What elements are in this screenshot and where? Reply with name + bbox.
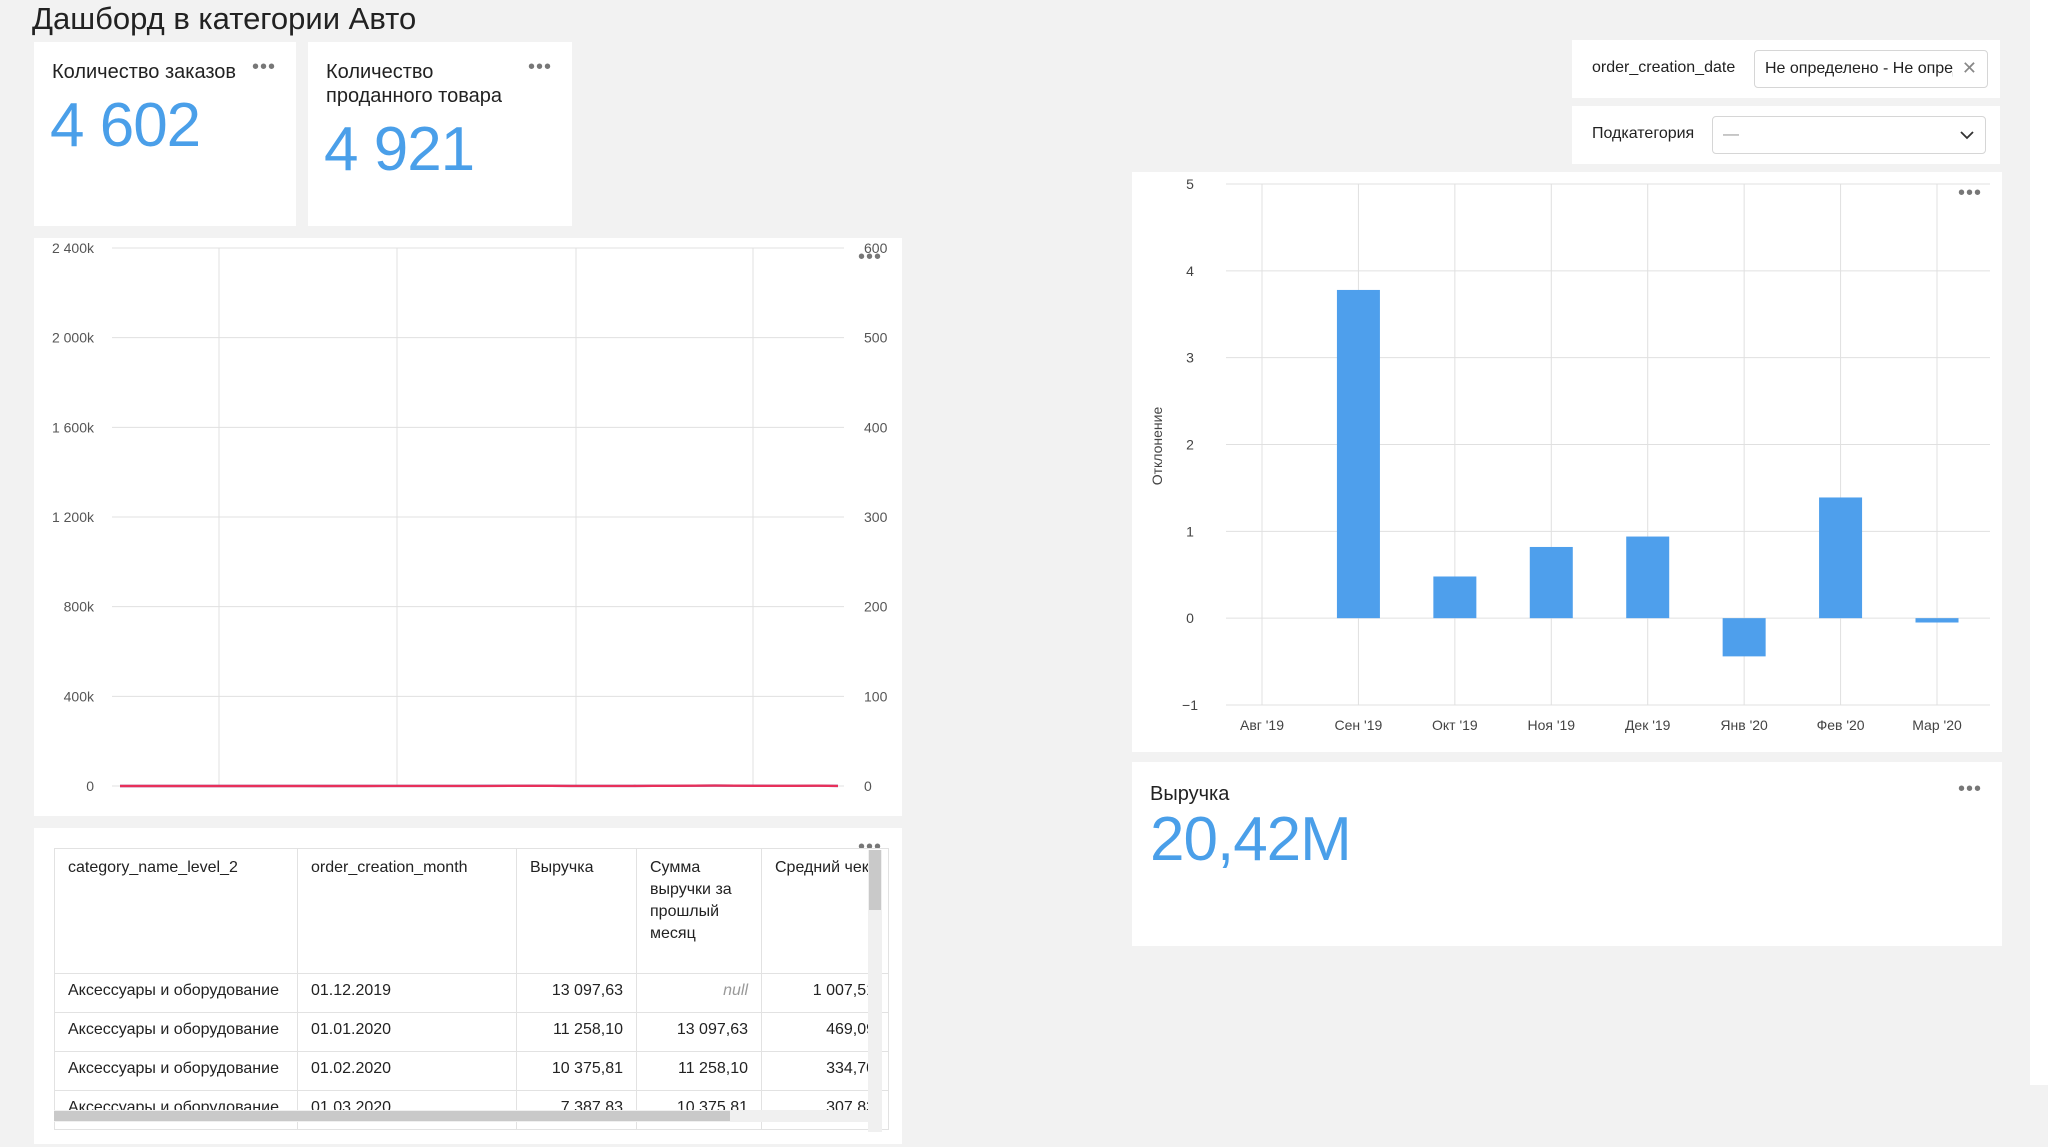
line-chart-card: ••• 0 400k 800k 1 200k 1 600k 2 000k 2 400k 0 10… [34,238,902,816]
table-cell: 13 097,63 [516,973,637,1013]
kpi-sold-title: Количество проданного товара [326,60,502,108]
table-viewport: category_name_level_2 order_creation_mon… [54,848,902,1138]
y-left-tick-label: 2 400k [52,240,95,256]
table-header-row: category_name_level_2 order_creation_mon… [54,848,889,974]
x-tick-label: Сен '19 [1335,717,1383,733]
table-cell: 11 258,10 [516,1012,637,1052]
table-cell: 01.12.2019 [297,973,517,1013]
y-left-tick-label: 0 [86,778,94,794]
table-cell: 10 375,81 [516,1051,637,1091]
y-right-tick-label: 400 [864,419,888,435]
table-cell: 01.02.2020 [297,1051,517,1091]
table-cell: null [636,973,762,1013]
y-right-tick-label: 300 [864,509,888,525]
kpi-sold-value: 4 921 [324,115,475,184]
y-right-tick-label: 500 [864,330,888,346]
chevron-down-icon [1960,131,1974,140]
x-tick-label: Мар '20 [1912,717,1962,733]
column-header[interactable]: category_name_level_2 [54,848,298,974]
x-tick-label: Фев '20 [1817,717,1865,733]
y-left-tick-label: 1 200k [52,509,95,525]
y-tick-label: 1 [1186,523,1194,539]
bar[interactable] [1433,576,1477,619]
window-edge [2030,0,2048,1085]
kpi-revenue-value: 20,42M [1150,805,1352,874]
horizontal-scrollbar-thumb[interactable] [54,1111,730,1121]
bar[interactable] [1722,618,1766,657]
kpi-sold-title-line2: проданного товара [326,85,503,107]
kpi-orders-value: 4 602 [50,91,201,160]
y-left-tick-label: 400k [64,688,95,704]
column-header[interactable]: Сумма выручки за прошлый месяц [636,848,762,974]
bar[interactable] [1819,497,1863,619]
y-right-tick-label: 100 [864,688,888,704]
vertical-scrollbar[interactable] [868,850,882,1132]
table-cell: 11 258,10 [636,1051,762,1091]
table-cell: 334,70 [761,1051,889,1091]
y-tick-label: −1 [1182,697,1198,713]
y-tick-label: 4 [1186,263,1194,279]
table-cell: 469,09 [761,1012,889,1052]
table-row[interactable]: Аксессуары и оборудование 01.12.2019 13 09… [54,973,889,1013]
table-cell: 13 097,63 [636,1012,762,1052]
bar-chart: 5 4 3 2 1 0 −1 Авг '19 Сен '19 Окт '19 Ноя '19 Дек … [1149,176,1990,733]
bar[interactable] [1529,546,1573,619]
clear-icon[interactable]: ✕ [1961,58,1977,78]
bar[interactable] [1915,618,1959,623]
y-left-tick-label: 1 600k [52,419,95,435]
y-right-tick-label: 600 [864,240,888,256]
more-icon[interactable]: ••• [252,56,277,78]
table-cell: 01.01.2020 [297,1012,517,1052]
bar-chart-card: ••• 5 4 3 2 1 0 −1 Авг '19 Сен '19 Окт '19 Ноя '19… [1132,172,2002,752]
x-tick-label: Дек '19 [1625,717,1671,733]
date-range-value: Не определено - Не определено [1765,60,1953,77]
filter-subcategory-card: Подкатегория — [1572,106,2000,164]
table-card: ••• category_name_level_2 order_creation… [34,828,902,1144]
table-cell: 1 007,51 [761,973,889,1013]
x-tick-label: Ноя '19 [1527,717,1575,733]
kpi-sold-title-line1: Количество [326,61,434,83]
table-cell: Аксессуары и оборудование [54,973,298,1013]
table-cell: Аксессуары и оборудование [54,1051,298,1091]
subcategory-select[interactable]: — [1712,116,1986,154]
kpi-orders-title: Количество заказов [52,61,237,83]
y-tick-label: 5 [1186,176,1194,192]
x-tick-label: Янв '20 [1720,717,1768,733]
kpi-card-sold: Количество проданного товара ••• 4 921 [308,42,572,226]
y-right-tick-label: 200 [864,599,888,615]
vertical-scrollbar-thumb[interactable] [869,850,881,910]
y-left-tick-label: 2 000k [52,330,95,346]
column-header[interactable]: Средний чек [761,848,889,974]
y-tick-label: 3 [1186,350,1194,366]
date-range-input[interactable]: Не определено - Не определено ✕ [1754,50,1988,88]
kpi-revenue-title: Выручка [1150,783,1230,805]
kpi-card-revenue: Выручка ••• 20,42M [1132,762,2002,946]
data-table: category_name_level_2 order_creation_mon… [54,848,889,1130]
filter-subcategory-label: Подкатегория [1592,125,1695,142]
column-header[interactable]: order_creation_month [297,848,517,974]
y-tick-label: 0 [1186,610,1194,626]
kpi-card-orders: Количество заказов ••• 4 602 [34,42,296,226]
x-tick-label: Окт '19 [1432,717,1478,733]
dashboard-title: Дашборд в категории Авто [32,1,417,36]
y-left-tick-label: 800k [64,599,95,615]
filter-date-label: order_creation_date [1592,59,1736,76]
filter-date-card: order_creation_date Не определено - Не о… [1572,40,2000,98]
column-header[interactable]: Выручка [516,848,637,974]
more-icon[interactable]: ••• [528,56,553,78]
y-tick-label: 2 [1186,437,1194,453]
line-chart: 0 400k 800k 1 200k 1 600k 2 000k 2 400k 0 100 200… [52,240,888,794]
bar[interactable] [1626,536,1670,619]
table-cell: Аксессуары и оборудование [54,1012,298,1052]
x-tick-label: Авг '19 [1240,717,1284,733]
y-axis-label: Отклонение [1149,407,1165,486]
more-icon[interactable]: ••• [1958,778,1983,800]
horizontal-scrollbar[interactable] [54,1110,868,1122]
table-row[interactable]: Аксессуары и оборудование 01.02.2020 10 37… [54,1051,889,1091]
y-right-tick-label: 0 [864,778,872,794]
bar[interactable] [1336,289,1380,619]
subcategory-select-value: — [1723,126,1739,143]
table-row[interactable]: Аксессуары и оборудование 01.01.2020 11 25… [54,1012,889,1052]
